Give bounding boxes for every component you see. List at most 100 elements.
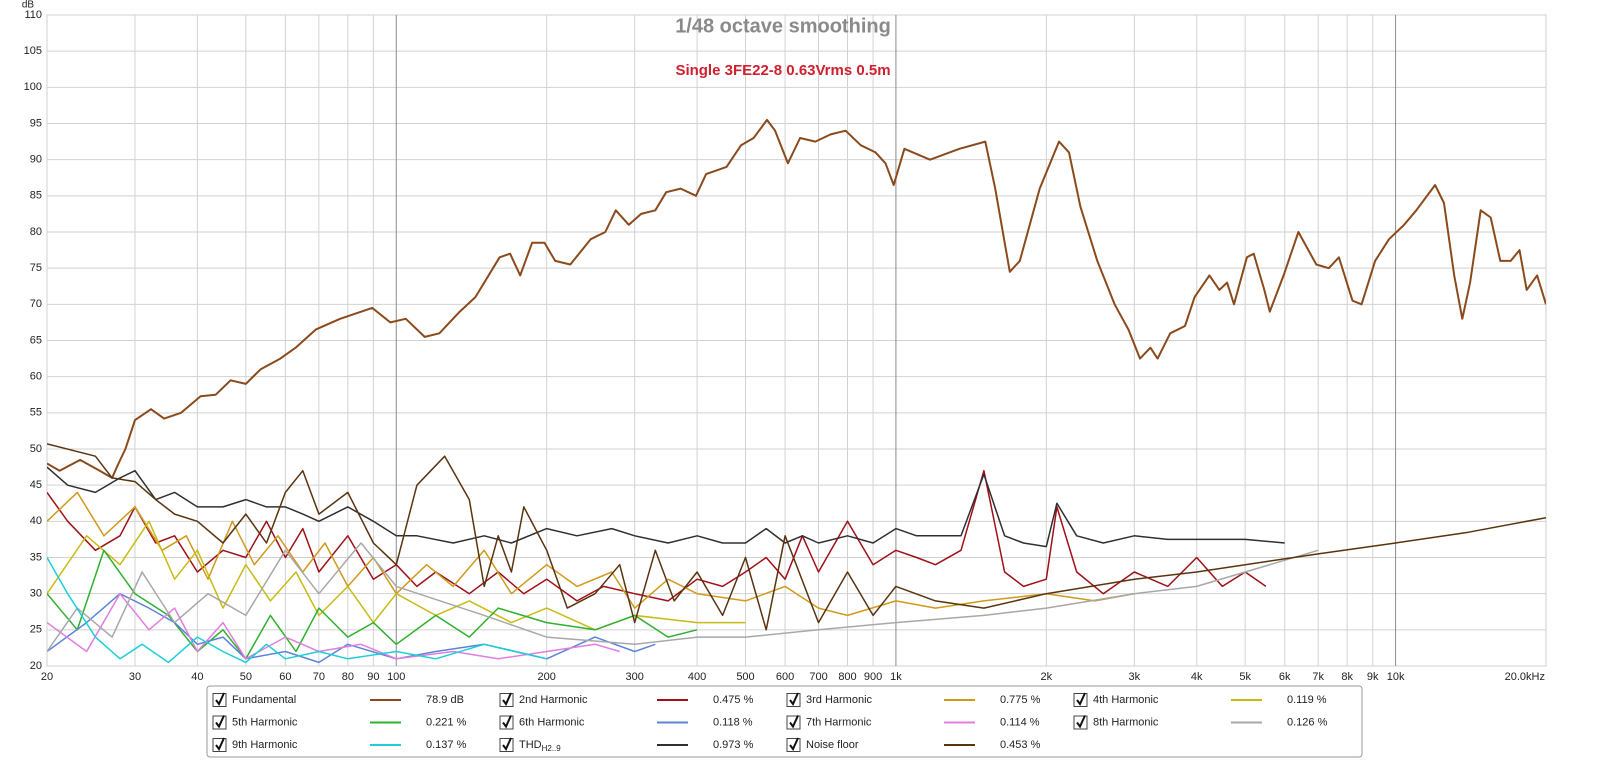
legend-name: 5th Harmonic (232, 716, 298, 728)
legend-label: 2nd Harmonic (519, 694, 588, 706)
legend-name: 6th Harmonic (519, 716, 585, 728)
x-tick-label: 700 (809, 671, 827, 683)
y-tick-label: 35 (30, 551, 42, 563)
legend-label: Fundamental (232, 694, 296, 706)
legend-name: 7th Harmonic (806, 716, 872, 728)
series-line (47, 592, 620, 660)
legend-value: 0.221 % (426, 716, 467, 728)
x-tick-label: 40 (191, 671, 203, 683)
legend-check (789, 737, 799, 751)
grid (46, 14, 1547, 667)
y-tick-label: 25 (30, 624, 42, 636)
series-line (47, 542, 1319, 652)
legend-value: 0.119 % (1287, 694, 1327, 706)
y-axis-label: dB (22, 0, 35, 11)
legend-name: 8th Harmonic (1093, 716, 1159, 728)
legend-value: 0.475 % (713, 694, 754, 706)
legend-subscript: H2..9 (542, 744, 562, 753)
legend-name: Noise floor (806, 739, 859, 751)
legend-name: 2nd Harmonic (519, 694, 588, 706)
x-tick-label: 7k (1312, 671, 1324, 683)
legend-label: 3rd Harmonic (806, 694, 873, 706)
legend-check (1076, 715, 1086, 729)
chart-title: 1/48 octave smoothing (675, 15, 891, 37)
legend-value: 0.453 % (1000, 739, 1041, 751)
x-tick-label: 80 (342, 671, 354, 683)
x-tick-label: 6k (1279, 671, 1291, 683)
x-tick-label: 8k (1341, 671, 1353, 683)
x-tick-label: 4k (1191, 671, 1203, 683)
legend-value: 0.118 % (713, 716, 753, 728)
legend-value: 0.775 % (1000, 694, 1041, 706)
x-tick-label: 20 (41, 671, 53, 683)
legend-check (1076, 692, 1086, 706)
legend-value: 0.973 % (713, 739, 754, 751)
y-tick-label: 20 (30, 660, 42, 672)
x-tick-label: 9k (1367, 671, 1379, 683)
legend-check (215, 737, 225, 751)
x-tick-label: 50 (240, 671, 252, 683)
x-tick-label: 10k (1387, 671, 1405, 683)
x-tick-label: 100 (387, 671, 405, 683)
legend-value: 78.9 dB (426, 694, 464, 706)
legend-check (502, 692, 512, 706)
y-tick-label: 110 (24, 9, 42, 21)
y-tick-label: 85 (30, 190, 42, 202)
y-tick-label: 60 (30, 371, 42, 383)
x-tick-label: 30 (129, 671, 141, 683)
legend-label: 4th Harmonic (1093, 694, 1159, 706)
legend-check (502, 737, 512, 751)
series-line (47, 549, 698, 660)
x-tick-label: 900 (864, 671, 882, 683)
x-tick-label: 200 (537, 671, 555, 683)
legend-label: THDH2..9 (519, 739, 561, 753)
x-tick-label: 500 (736, 671, 754, 683)
series-line (47, 469, 1267, 602)
legend-check (215, 692, 225, 706)
x-tick-label: 1k (890, 671, 902, 683)
series-line (47, 592, 656, 664)
x-tick-label: 20.0kHz (1505, 671, 1545, 683)
series-line (47, 491, 1135, 617)
y-tick-label: 55 (30, 407, 42, 419)
y-tick-label: 75 (30, 262, 42, 274)
y-tick-label: 30 (30, 588, 42, 600)
y-tick-label: 105 (24, 45, 42, 57)
legend-value: 0.114 % (1000, 716, 1040, 728)
series-line (47, 118, 1546, 479)
x-tick-label: 90 (367, 671, 379, 683)
legend-value: 0.126 % (1287, 716, 1328, 728)
legend-label: 5th Harmonic (232, 716, 298, 728)
legend-box (206, 685, 1363, 758)
x-tick-label: 2k (1041, 671, 1053, 683)
legend-name: 4th Harmonic (1093, 694, 1159, 706)
x-tick-label: 5k (1239, 671, 1251, 683)
legend-label: 8th Harmonic (1093, 716, 1159, 728)
series-line (47, 466, 1285, 548)
series-line (47, 520, 746, 631)
series-line (47, 443, 1546, 631)
y-tick-label: 80 (30, 226, 42, 238)
x-tick-label: 300 (625, 671, 643, 683)
y-tick-label: 90 (30, 154, 42, 166)
chart-subtitle: Single 3FE22-8 0.63Vrms 0.5m (675, 62, 890, 79)
x-tick-label: 600 (776, 671, 794, 683)
y-tick-label: 100 (24, 81, 42, 93)
y-tick-label: 70 (30, 298, 42, 310)
legend-name: 9th Harmonic (232, 739, 298, 751)
legend-label: 7th Harmonic (806, 716, 872, 728)
y-tick-label: 65 (30, 334, 42, 346)
legend-value: 0.137 % (426, 739, 467, 751)
x-tick-label: 800 (838, 671, 856, 683)
x-tick-label: 60 (279, 671, 291, 683)
legend-check (215, 715, 225, 729)
y-tick-label: 45 (30, 479, 42, 491)
legend-check (789, 715, 799, 729)
x-tick-label: 70 (313, 671, 325, 683)
legend: Fundamental 78.9 dB 2nd Harmonic 0.475 % 3rd… (212, 692, 1328, 753)
legend-name: Fundamental (232, 694, 296, 706)
legend-label: 6th Harmonic (519, 716, 585, 728)
y-tick-label: 40 (30, 515, 42, 527)
legend-name: 3rd Harmonic (806, 694, 873, 706)
